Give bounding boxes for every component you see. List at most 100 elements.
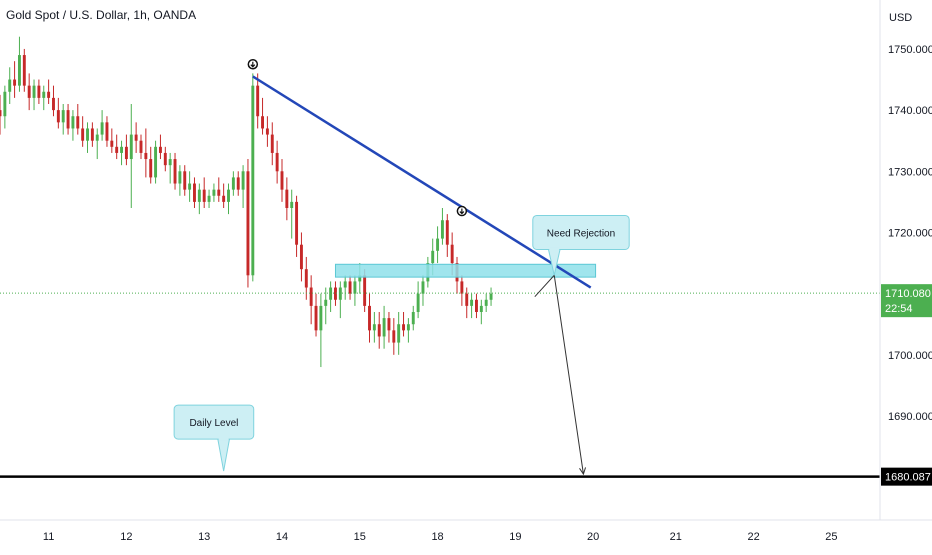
y-tick-label: 1750.000 bbox=[888, 44, 932, 56]
candle-body bbox=[261, 116, 264, 129]
candle bbox=[32, 79, 36, 111]
candle-body bbox=[353, 281, 357, 294]
candle-body bbox=[363, 275, 367, 306]
candle-body bbox=[236, 177, 240, 190]
candle bbox=[314, 293, 318, 337]
candle-body bbox=[71, 116, 75, 129]
candle-body bbox=[241, 171, 245, 190]
candle bbox=[47, 79, 51, 104]
candle bbox=[470, 293, 474, 319]
x-tick-label: 12 bbox=[120, 531, 132, 543]
candle-body bbox=[105, 122, 109, 141]
candle bbox=[445, 214, 449, 257]
candle bbox=[319, 293, 323, 368]
candle-body bbox=[265, 128, 269, 135]
candle bbox=[81, 116, 85, 147]
candle bbox=[202, 177, 206, 208]
candle-body bbox=[13, 79, 17, 86]
candle bbox=[149, 146, 153, 184]
candle bbox=[139, 134, 143, 160]
candle bbox=[436, 226, 440, 264]
candle bbox=[251, 73, 255, 282]
candle-body bbox=[120, 146, 124, 153]
candle bbox=[275, 140, 279, 184]
candles-layer bbox=[0, 36, 493, 368]
candle-body bbox=[42, 91, 46, 98]
candle-body bbox=[465, 293, 469, 306]
x-tick-label: 11 bbox=[43, 531, 54, 543]
candle bbox=[66, 104, 70, 135]
candle bbox=[372, 312, 376, 343]
candle bbox=[256, 73, 260, 129]
candle-body bbox=[314, 305, 318, 331]
candle-body bbox=[397, 324, 401, 343]
candle-body bbox=[227, 189, 230, 202]
candle-body bbox=[178, 171, 182, 184]
x-tick-label: 25 bbox=[825, 531, 837, 543]
candle bbox=[295, 195, 299, 257]
candle-body bbox=[324, 299, 328, 306]
currency-label: USD bbox=[889, 12, 912, 24]
candle-body bbox=[406, 324, 410, 331]
candle bbox=[110, 128, 114, 153]
candle-body bbox=[348, 281, 352, 294]
candle bbox=[222, 183, 226, 208]
candle bbox=[309, 275, 313, 325]
candle bbox=[304, 256, 308, 300]
pivot-arrow bbox=[459, 208, 465, 215]
candle-body bbox=[95, 134, 99, 141]
candle bbox=[144, 128, 148, 178]
x-tick-label: 18 bbox=[431, 531, 443, 543]
candle-body bbox=[17, 55, 21, 86]
candle bbox=[343, 275, 347, 300]
candle bbox=[411, 305, 415, 331]
candle-body bbox=[411, 312, 415, 325]
candle-body bbox=[377, 324, 381, 337]
candle bbox=[193, 177, 196, 208]
x-tick-label: 14 bbox=[276, 531, 288, 543]
candle-body bbox=[334, 287, 337, 300]
candle-body bbox=[382, 318, 386, 337]
callout-box bbox=[532, 214, 630, 250]
daily-level-bg bbox=[881, 467, 932, 486]
candle-body bbox=[256, 85, 260, 117]
candle-body bbox=[251, 85, 255, 276]
candle bbox=[71, 110, 75, 141]
x-tick-label: 21 bbox=[670, 531, 682, 543]
candle-body bbox=[222, 195, 226, 202]
x-tick-label: 20 bbox=[587, 531, 599, 543]
candle bbox=[290, 189, 294, 239]
candle bbox=[173, 152, 177, 190]
candle-body bbox=[0, 110, 2, 117]
candle-body bbox=[144, 152, 148, 160]
candle-body bbox=[470, 299, 474, 306]
daily-level-label: 1680.087 bbox=[885, 472, 931, 484]
candle bbox=[397, 312, 401, 355]
candle bbox=[86, 122, 89, 153]
candle bbox=[265, 116, 269, 147]
candle-body bbox=[358, 275, 362, 282]
candle bbox=[8, 67, 12, 104]
candle bbox=[120, 140, 124, 166]
current-price-label: 1710.080 bbox=[885, 288, 931, 300]
overlay-drawings: Need Rejection Daily Level bbox=[0, 58, 880, 478]
candle-body bbox=[207, 195, 211, 202]
candle bbox=[392, 318, 396, 355]
projection-arrowhead bbox=[579, 467, 587, 476]
candle-body bbox=[168, 159, 172, 166]
resistance-zone bbox=[334, 263, 597, 278]
candle bbox=[368, 293, 371, 343]
candle bbox=[460, 275, 464, 306]
candle bbox=[416, 281, 420, 319]
candle-body bbox=[440, 220, 444, 239]
current-price-tag: 1710.080 22:54 bbox=[881, 284, 932, 318]
candle bbox=[402, 312, 405, 337]
candle bbox=[42, 85, 46, 111]
x-tick-label: 19 bbox=[509, 531, 521, 543]
candle-body bbox=[183, 171, 187, 190]
candle bbox=[382, 305, 386, 349]
candle bbox=[3, 85, 7, 129]
candle-body bbox=[304, 269, 308, 288]
